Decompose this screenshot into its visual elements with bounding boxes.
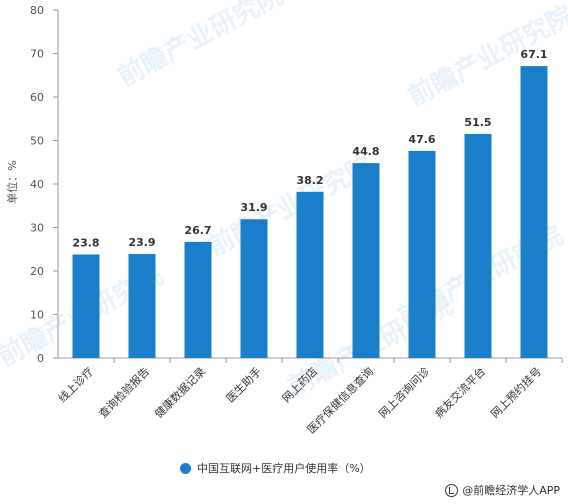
y-tick-label: 0: [37, 352, 44, 365]
x-tick-label: 网上预约挂号: [488, 364, 545, 421]
legend-marker: [180, 462, 191, 474]
bar: [520, 66, 548, 359]
data-label: 31.9: [240, 201, 267, 214]
bar: [464, 133, 492, 358]
data-label: 51.5: [464, 116, 491, 129]
source-credit: @前瞻经济学人APP: [445, 482, 560, 498]
data-label: 23.9: [128, 236, 155, 249]
bar: [72, 254, 100, 358]
data-label: 23.8: [72, 236, 99, 249]
y-tick-label: 80: [30, 4, 44, 17]
x-tick-label: 网上咨询问诊: [376, 364, 433, 421]
legend-label: 中国互联网+医疗用户使用率（%）: [197, 462, 371, 475]
data-labels: 23.8 23.9 26.7 31.9 38.2 44.8 47.6 51.5 67.1: [72, 48, 547, 249]
x-tick-label: 医生助手: [223, 364, 264, 405]
x-tick-label: 病友交流平台: [432, 364, 489, 421]
x-tick-label: 健康数据记录: [152, 364, 209, 421]
data-label: 47.6: [408, 133, 435, 146]
y-tick-label: 70: [30, 48, 44, 61]
data-label: 26.7: [184, 224, 211, 237]
y-tick-label: 10: [30, 309, 44, 322]
watermark-text: 前瞻产业研究院: [203, 150, 378, 263]
y-tick-label: 50: [30, 135, 44, 148]
x-tick-label: 查询检验报告: [96, 364, 153, 421]
data-label: 67.1: [520, 48, 547, 61]
brand-logo-icon: [445, 483, 459, 497]
data-label: 44.8: [352, 145, 379, 158]
y-tick-label: 20: [30, 265, 44, 278]
x-tick-label: 线上诊疗: [55, 364, 96, 405]
y-tick-label: 60: [30, 91, 44, 104]
bar: [296, 191, 324, 358]
watermark-text: 前瞻产业研究院: [113, 0, 288, 93]
bar: [408, 150, 436, 358]
credit-text: @前瞻经济学人APP: [462, 484, 560, 497]
bar: [240, 219, 268, 358]
bar: [128, 254, 156, 358]
y-axis: 0 10 20 30 40 50 60 70 80: [30, 4, 59, 365]
data-label: 38.2: [296, 174, 323, 187]
y-tick-label: 30: [30, 222, 44, 235]
y-tick-label: 40: [30, 178, 44, 191]
bars: [72, 66, 548, 359]
bar: [352, 163, 380, 358]
y-axis-label: 单位：%: [5, 160, 19, 203]
bar: [184, 241, 212, 358]
legend: 中国互联网+医疗用户使用率（%）: [180, 460, 371, 476]
